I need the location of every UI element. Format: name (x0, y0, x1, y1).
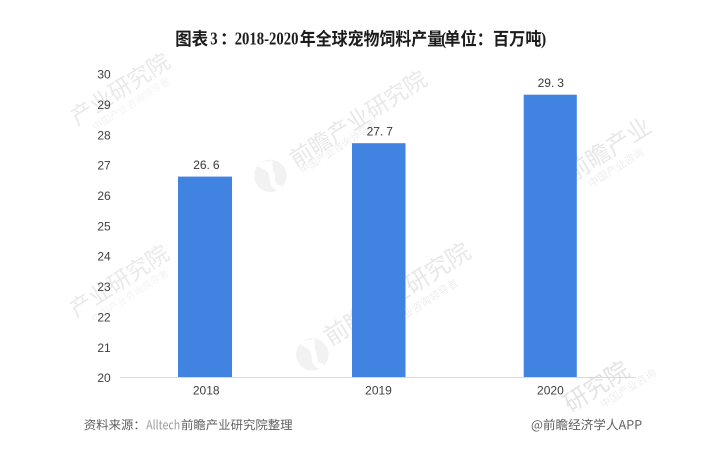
svg-text:27.7: 27. 7 (367, 124, 394, 138)
svg-text:28: 28 (97, 128, 111, 142)
svg-text:29.3: 29. 3 (538, 76, 565, 90)
svg-text:26.6: 26. 6 (193, 158, 220, 172)
svg-text:): ) (541, 28, 546, 48)
svg-text:23: 23 (97, 280, 111, 294)
svg-text:(: ( (441, 28, 446, 48)
svg-text:26: 26 (97, 189, 111, 203)
svg-text:27: 27 (97, 159, 111, 173)
svg-text:25: 25 (97, 219, 111, 233)
svg-text:2020: 2020 (537, 384, 564, 398)
svg-text:2018-2020: 2018-2020 (235, 28, 299, 49)
svg-text:30: 30 (97, 68, 111, 82)
svg-text:29: 29 (97, 98, 111, 112)
svg-text:2018: 2018 (193, 384, 220, 398)
svg-text:20: 20 (97, 371, 111, 385)
svg-text:22: 22 (97, 310, 111, 324)
svg-text:2019: 2019 (365, 384, 392, 398)
svg-text:3: 3 (210, 28, 217, 49)
svg-text:24: 24 (97, 250, 111, 264)
svg-text:21: 21 (97, 341, 111, 355)
